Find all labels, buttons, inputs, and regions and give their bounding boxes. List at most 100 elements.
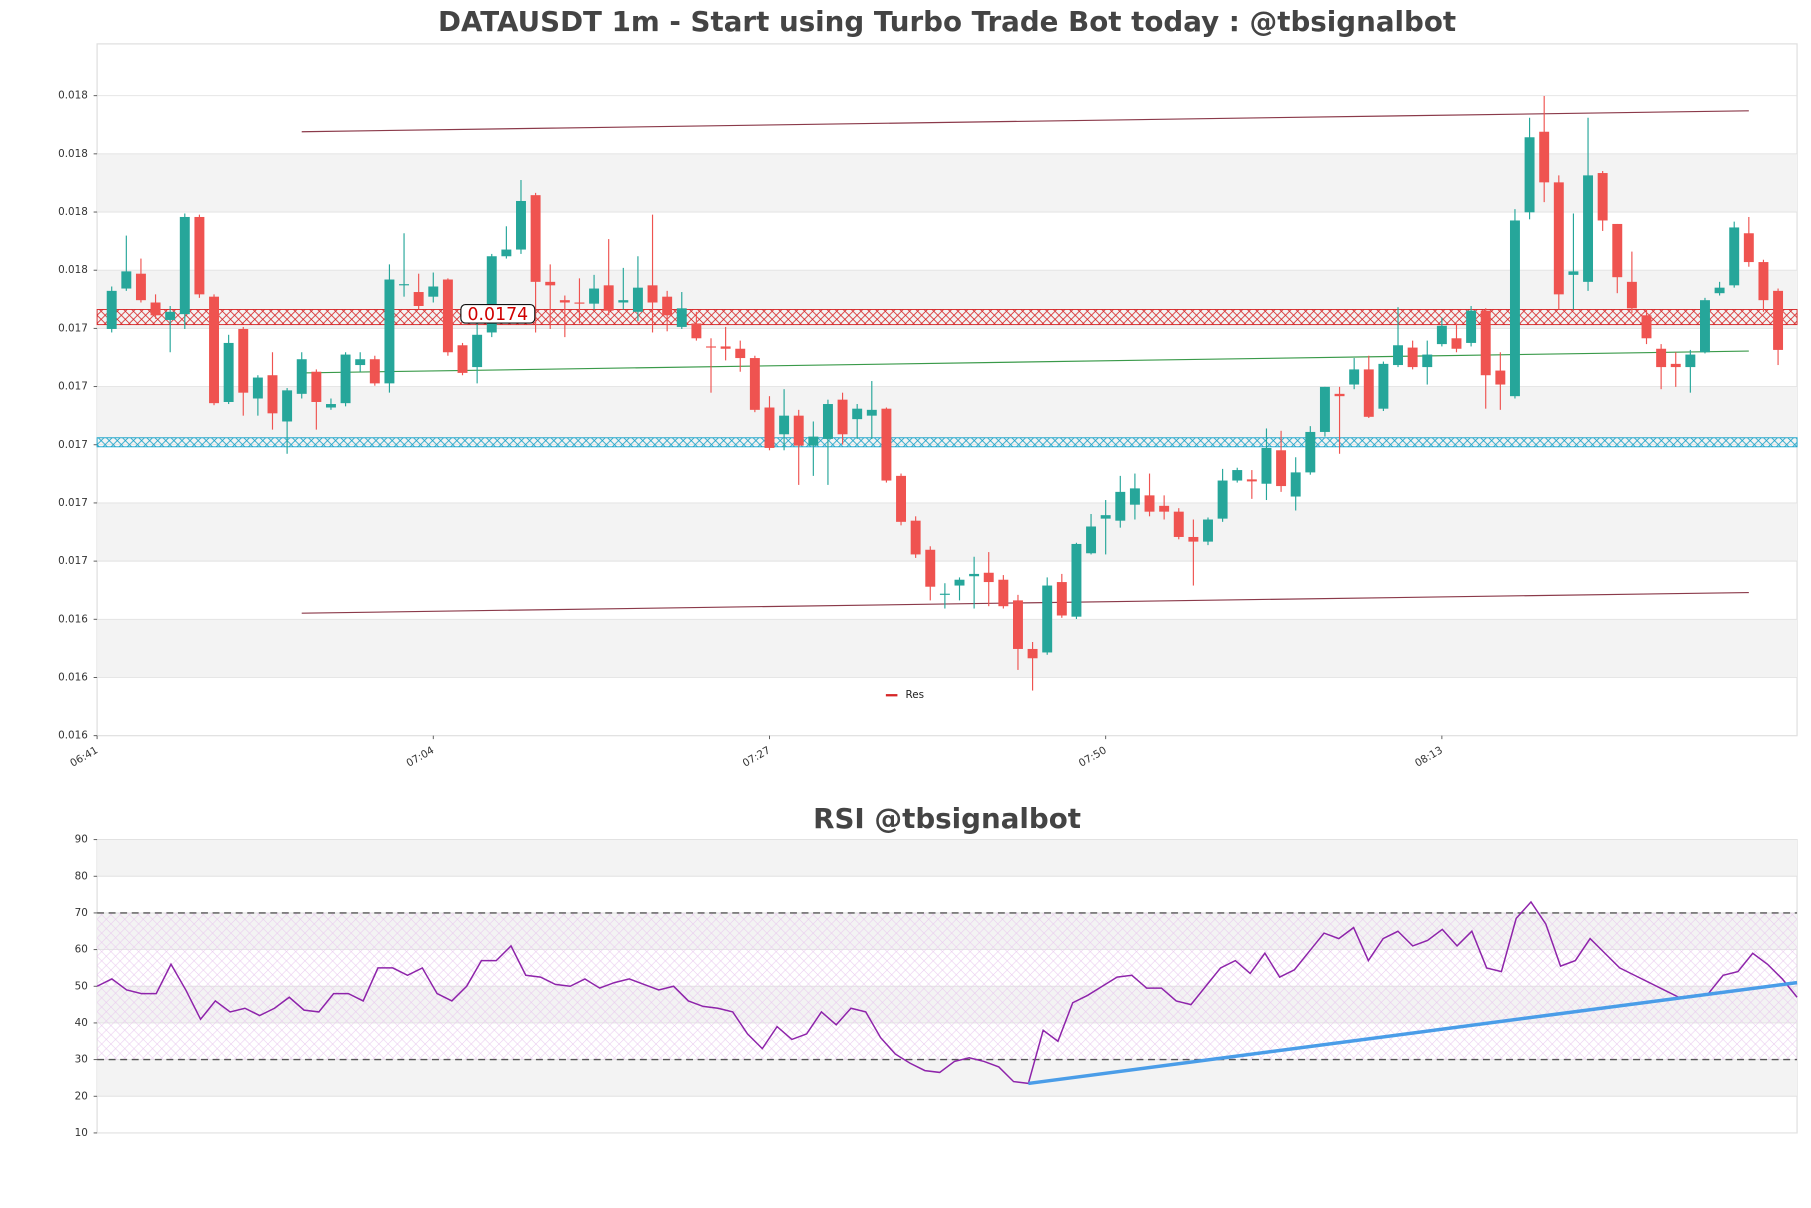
candle-body (1290, 472, 1301, 497)
candle-body (238, 328, 249, 393)
candle-body (165, 311, 176, 320)
candle-body (1334, 393, 1345, 397)
candle-body (194, 216, 205, 295)
candle-body (1012, 600, 1023, 649)
candle-body (1056, 582, 1067, 616)
candle-body (1583, 175, 1594, 282)
candle-body (252, 377, 263, 399)
candle-body (1597, 173, 1608, 221)
candle-body (1276, 450, 1287, 487)
y-tick-label: 0.018 (58, 90, 88, 102)
candle-body (1524, 137, 1535, 213)
candle-body (1115, 491, 1126, 521)
candle-body (983, 572, 994, 583)
grid-band (97, 619, 1798, 678)
candle-body (267, 375, 278, 414)
grid-band (97, 153, 1798, 213)
candle-body (428, 286, 439, 297)
candle-body (209, 296, 219, 404)
trend-line (301, 591, 1749, 614)
candle-body (793, 415, 804, 446)
candle-body (1363, 369, 1374, 417)
candle-body (1436, 325, 1447, 345)
candle-body (1568, 271, 1579, 275)
candle-body (179, 216, 190, 315)
candle-body (530, 195, 541, 282)
candle-body (106, 290, 117, 329)
y-tick-label: 0.017 (58, 381, 88, 393)
trend-line (301, 110, 1749, 133)
plot-layer: DATAUSDT 1m - Start using Turbo Trade Bo… (58, 5, 1798, 1139)
candle-body (457, 345, 468, 373)
candle-body (735, 348, 746, 359)
candle-body (486, 256, 497, 333)
y-tick-label: 0.016 (58, 730, 88, 742)
candle-body (559, 300, 570, 303)
candle-body (1319, 386, 1330, 432)
candle-body (1159, 505, 1170, 512)
candle-body (1086, 526, 1097, 554)
candle-body (1480, 310, 1491, 376)
candle-body (998, 579, 1009, 607)
candle-body (1495, 370, 1506, 385)
candle-body (1758, 262, 1769, 301)
candle-body (1422, 354, 1433, 368)
y-tick-label: 90 (75, 834, 88, 846)
y-tick-label: 80 (75, 870, 88, 882)
candle-body (910, 520, 921, 555)
chart-title: RSI @tbsignalbot (813, 802, 1081, 835)
level-zone (97, 912, 1798, 1060)
y-tick-label: 0.017 (58, 555, 88, 567)
candle-body (881, 408, 892, 481)
candle-body (706, 346, 716, 348)
y-tick-label: 20 (75, 1090, 88, 1102)
candle-body (472, 334, 483, 368)
candle-body (1261, 447, 1272, 484)
candle-body (589, 288, 600, 304)
candle-body (1729, 227, 1740, 286)
candle-body (355, 359, 366, 366)
y-tick-label: 0.018 (58, 264, 88, 276)
rsi-trend-line (1028, 980, 1798, 1086)
y-tick-label: 0.017 (58, 497, 88, 509)
candle-body (822, 404, 833, 439)
legend-label: Res (906, 689, 925, 701)
candle-body (1670, 363, 1681, 368)
candle-body (691, 323, 702, 339)
candle-body (296, 359, 307, 394)
grid-band (97, 1059, 1798, 1097)
candle-body (1773, 290, 1784, 350)
candle-body (311, 371, 322, 402)
trend-line (301, 350, 1749, 374)
candle-body (1466, 310, 1477, 343)
candle-body (866, 409, 877, 416)
candle-body (647, 285, 658, 303)
candle-body (969, 573, 980, 577)
candle-body (852, 408, 863, 420)
chart-title: DATAUSDT 1m - Start using Turbo Trade Bo… (438, 5, 1456, 38)
candle-body (340, 354, 351, 404)
candle-body (837, 399, 848, 435)
candle-body (1553, 182, 1564, 295)
candle-body (662, 296, 673, 316)
candle-body (1509, 220, 1520, 397)
candle-body (1349, 369, 1360, 385)
price-label: 0.0174 (468, 305, 529, 325)
y-tick-label: 40 (75, 1017, 88, 1029)
candle-body (1626, 281, 1637, 309)
y-tick-label: 0.016 (58, 671, 88, 683)
candle-body (1100, 515, 1111, 519)
candle-body (1393, 345, 1403, 366)
candle-body (749, 358, 760, 410)
candle-body (1071, 543, 1082, 617)
y-tick-label: 10 (75, 1127, 88, 1139)
candle-body (150, 302, 161, 316)
candle-body (1188, 536, 1199, 542)
price-label-box (460, 304, 536, 324)
candle-body (1129, 488, 1140, 505)
candle-body (632, 287, 643, 312)
resistance-band (96, 309, 1798, 326)
candle-body (1714, 287, 1725, 294)
candle-body (369, 359, 380, 384)
